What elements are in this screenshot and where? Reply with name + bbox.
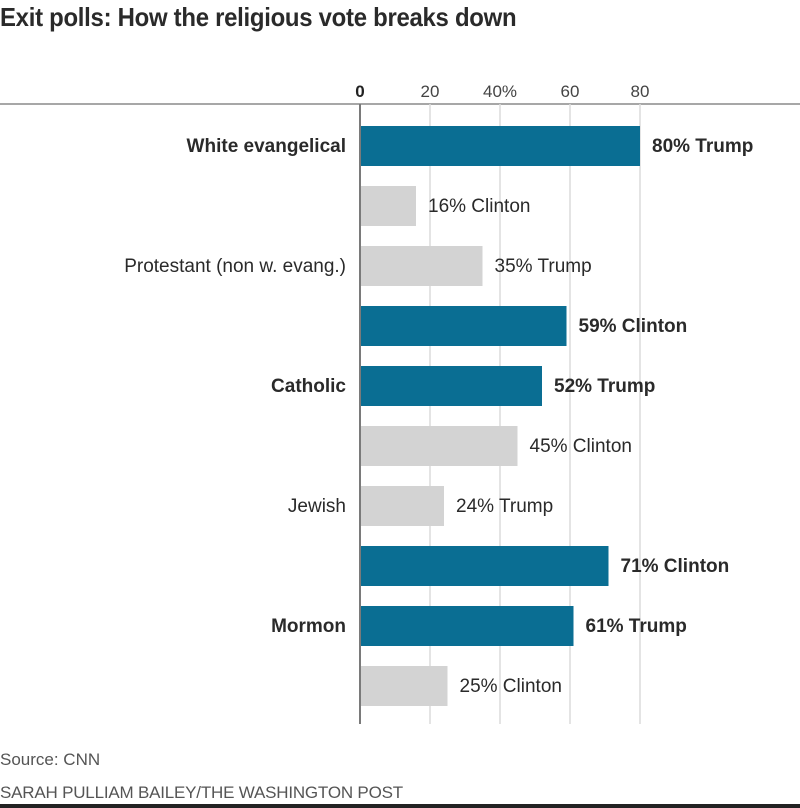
tick-label: 60	[561, 82, 580, 101]
data-label: 25% Clinton	[460, 676, 562, 697]
data-label: 35% Trump	[495, 256, 592, 277]
tick-label: 80	[631, 82, 650, 101]
tick-label: 0	[355, 82, 364, 101]
category-label: Protestant (non w. evang.)	[124, 256, 346, 277]
bar	[360, 606, 574, 646]
data-label: 61% Trump	[586, 616, 687, 637]
bar	[360, 246, 483, 286]
chart-title: Exit polls: How the religious vote break…	[0, 2, 517, 32]
category-label: Jewish	[288, 496, 346, 517]
bottom-rule	[0, 804, 800, 808]
tick-label: 20	[421, 82, 440, 101]
bar-chart: 0 20 40% 60 80 80% Trump White evangelical 16% …	[0, 82, 800, 724]
bar	[360, 546, 609, 586]
credit-line: SARAH PULLIAM BAILEY/THE WASHINGTON POST	[0, 783, 403, 802]
data-label: 16% Clinton	[428, 196, 530, 217]
bar	[360, 666, 448, 706]
category-label: Mormon	[271, 616, 346, 637]
bar	[360, 186, 416, 226]
tick-label: 40%	[483, 82, 517, 101]
data-label: 45% Clinton	[530, 436, 632, 457]
data-label: 80% Trump	[652, 136, 753, 157]
data-label: 59% Clinton	[579, 316, 688, 337]
bar	[360, 126, 640, 166]
bar	[360, 306, 567, 346]
bar	[360, 366, 542, 406]
data-label: 52% Trump	[554, 376, 655, 397]
data-label: 71% Clinton	[621, 556, 730, 577]
bar	[360, 426, 518, 466]
bar	[360, 486, 444, 526]
data-label: 24% Trump	[456, 496, 553, 517]
category-label: White evangelical	[187, 136, 346, 157]
source-note: Source: CNN	[0, 750, 101, 769]
category-label: Catholic	[271, 376, 346, 397]
